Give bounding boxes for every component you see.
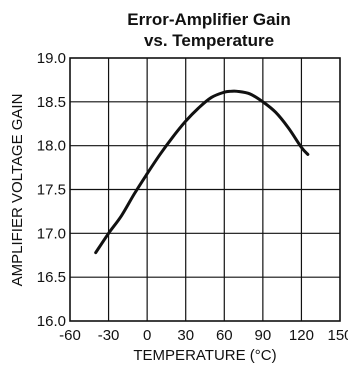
x-tick-label: 0	[143, 327, 151, 344]
y-tick-label: 19.0	[37, 50, 66, 67]
y-tick-label: 16.5	[37, 269, 66, 286]
y-tick-label: 16.0	[37, 313, 66, 330]
x-tick-label: -60	[59, 327, 81, 344]
y-tick-label: 17.5	[37, 182, 66, 199]
y-tick-label: 18.5	[37, 94, 66, 111]
y-tick-label: 17.0	[37, 225, 66, 242]
y-axis-label: AMPLIFIER VOLTAGE GAIN	[9, 94, 26, 287]
series-line	[94, 89, 310, 255]
x-tick-label: -30	[98, 327, 120, 344]
chart-title: Error-Amplifier Gain	[127, 10, 290, 29]
x-tick-label: 150	[327, 327, 348, 344]
chart-subtitle: vs. Temperature	[144, 31, 274, 50]
tick-layer: -60 -30 0 30 60 90 120 150 16.0 16.5 17.0 17.5 18.0 1…	[37, 50, 348, 344]
x-tick-label: 30	[177, 327, 194, 344]
x-tick-label: 90	[255, 327, 272, 344]
grid-layer	[70, 58, 340, 321]
x-axis-label: TEMPERATURE (°C)	[133, 347, 276, 364]
x-tick-label: 60	[216, 327, 233, 344]
x-tick-label: 120	[289, 327, 314, 344]
plot-frame	[69, 57, 341, 322]
y-tick-label: 18.0	[37, 138, 66, 155]
